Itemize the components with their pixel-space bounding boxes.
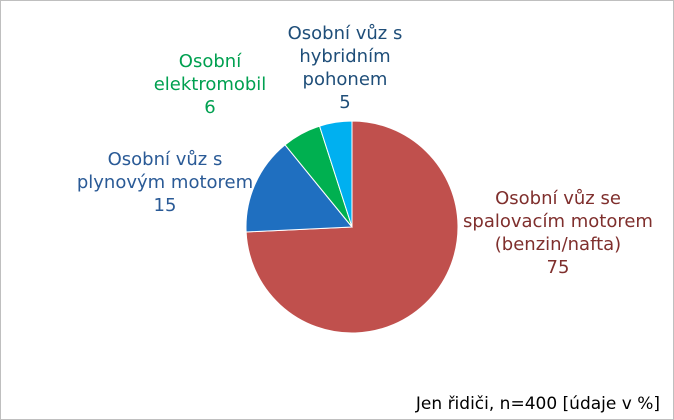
label-electric: Osobní elektromobil 6 [130,50,290,119]
label-gas-line-1: Osobní vůz s [107,149,223,170]
label-combustion-line-2: spalovacím motorem [463,211,653,232]
label-gas-value: 15 [153,195,177,216]
label-hybrid-value: 5 [339,92,351,113]
label-hybrid: Osobní vůz s hybridním pohonem 5 [270,22,420,114]
slice-gas [245,144,354,233]
label-combustion-line-1: Osobní vůz se [495,188,621,209]
sample-note: Jen řidiči, n=400 [údaje v %] [415,394,660,414]
label-combustion-value: 75 [546,257,570,278]
label-hybrid-line-1: Osobní vůz s [287,23,403,44]
label-electric-value: 6 [204,97,216,118]
label-combustion-line-3: (benzin/nafta) [494,234,622,255]
label-hybrid-line-3: pohonem [302,69,388,90]
label-electric-line-2: elektromobil [153,74,267,95]
slice-hybrid [318,120,353,228]
label-hybrid-line-2: hybridním [299,46,391,67]
label-gas: Osobní vůz s plynovým motorem 15 [55,148,275,217]
label-combustion: Osobní vůz se spalovacím motorem (benzin… [448,187,668,279]
pie-slices [245,120,459,334]
label-electric-line-1: Osobní [178,51,242,72]
label-gas-line-2: plynovým motorem [76,172,254,193]
